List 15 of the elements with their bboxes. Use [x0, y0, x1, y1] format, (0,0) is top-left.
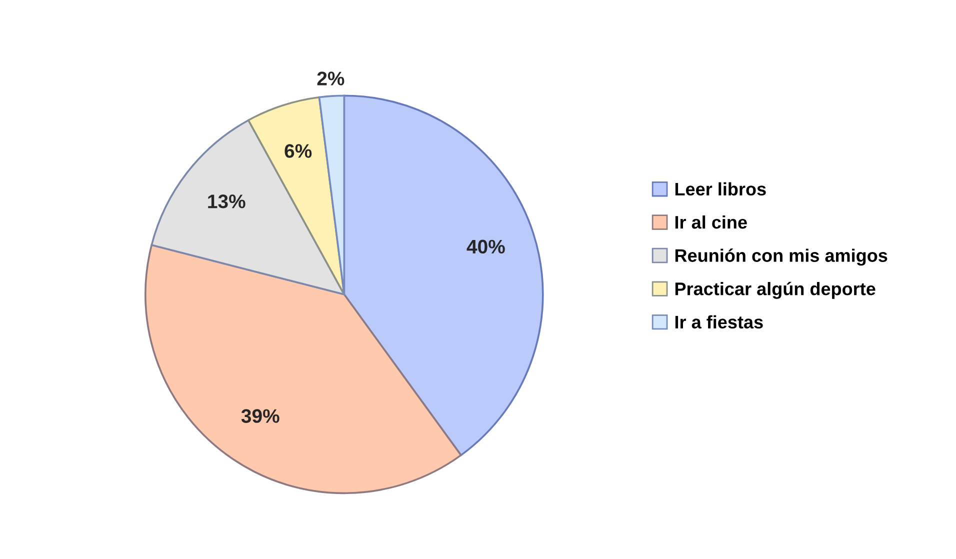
data-label: 13% — [208, 194, 246, 208]
pie-slice — [343, 94, 544, 456]
data-label: 2% — [317, 72, 344, 86]
pie-slice — [150, 119, 346, 296]
pie-slice — [248, 96, 346, 296]
legend-label: Ir al cine — [675, 215, 747, 229]
data-label: 39% — [241, 409, 280, 423]
pie-slice — [144, 244, 462, 494]
data-label: 40% — [466, 240, 505, 254]
legend-label: Ir a fiestas — [675, 315, 763, 329]
legend-label: Leer libros — [675, 182, 766, 196]
data-label: 6% — [284, 144, 312, 158]
pie-slice — [318, 94, 346, 296]
legend-label: Reunión con mis amigos — [675, 248, 888, 266]
legend-label: Practicar algún deporte — [675, 282, 876, 299]
